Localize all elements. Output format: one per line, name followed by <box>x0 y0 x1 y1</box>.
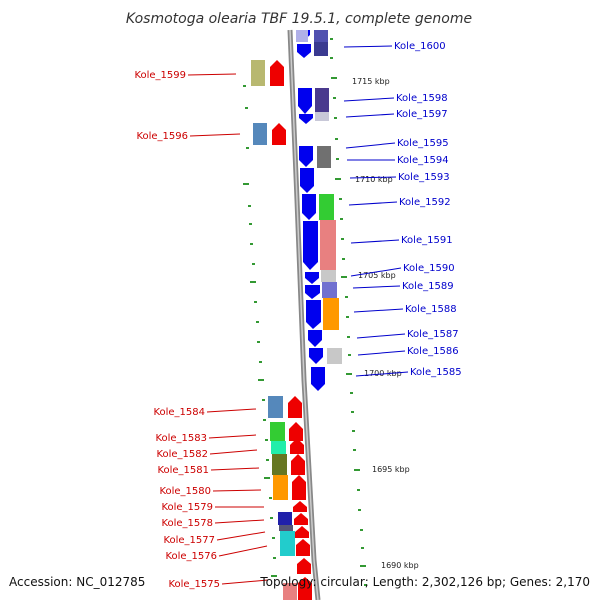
plus-strand-track <box>296 30 325 391</box>
cog-block[interactable] <box>253 123 267 145</box>
gene-label-kole-1579[interactable]: Kole_1579 <box>161 502 213 513</box>
gene-label-kole-1595[interactable]: Kole_1595 <box>397 138 449 149</box>
cog-block[interactable] <box>272 454 287 475</box>
gene-arrow-minus[interactable] <box>289 422 303 441</box>
plus-cog-track <box>296 30 342 364</box>
gene-arrow-plus[interactable] <box>299 146 313 167</box>
gene-label-kole-1576[interactable]: Kole_1576 <box>165 551 217 562</box>
cog-block[interactable] <box>279 525 293 531</box>
plus-gene-labels: Kole_1600 Kole_1598 Kole_1597 Kole_1595 … <box>343 41 462 378</box>
gene-arrow-minus[interactable] <box>292 475 306 500</box>
gene-label-kole-1597[interactable]: Kole_1597 <box>396 109 448 120</box>
cog-block[interactable] <box>278 512 292 525</box>
gene-arrow-plus[interactable] <box>298 88 312 114</box>
gene-arrow-minus[interactable] <box>288 396 302 418</box>
gene-label-kole-1585[interactable]: Kole_1585 <box>410 367 462 378</box>
gene-arrow-plus[interactable] <box>309 348 323 364</box>
gene-label-kole-1581[interactable]: Kole_1581 <box>157 465 209 476</box>
cog-block[interactable] <box>296 30 308 42</box>
gene-arrow-minus[interactable] <box>290 438 304 454</box>
gene-arrow-plus[interactable] <box>302 194 316 220</box>
genome-summary-text: Topology: circular; Length: 2,302,126 bp… <box>259 575 590 589</box>
accession-text: Accession: NC_012785 <box>9 575 145 589</box>
gene-label-kole-1588[interactable]: Kole_1588 <box>405 304 457 315</box>
gene-label-kole-1593[interactable]: Kole_1593 <box>398 172 450 183</box>
cog-block[interactable] <box>319 194 334 220</box>
gene-arrow-minus[interactable] <box>294 513 308 525</box>
cog-block[interactable] <box>315 88 329 112</box>
outer-scale-dots <box>330 38 367 586</box>
gene-label-kole-1578[interactable]: Kole_1578 <box>161 518 213 529</box>
genome-title: Kosmotoga olearia TBF 19.5.1, complete g… <box>126 11 472 27</box>
gene-arrow-minus[interactable] <box>296 539 310 556</box>
cog-block[interactable] <box>314 30 328 42</box>
gene-label-kole-1594[interactable]: Kole_1594 <box>397 155 449 166</box>
cog-block[interactable] <box>283 583 297 600</box>
gene-label-kole-1582[interactable]: Kole_1582 <box>156 449 208 460</box>
chromosome-backbone <box>287 29 321 600</box>
gene-label-kole-1599[interactable]: Kole_1599 <box>134 70 186 81</box>
cog-block[interactable] <box>273 475 288 500</box>
cog-block[interactable] <box>271 441 286 454</box>
minus-cog-track <box>251 60 297 600</box>
gene-label-kole-1592[interactable]: Kole_1592 <box>399 197 451 208</box>
gene-arrow-minus[interactable] <box>298 577 312 600</box>
gene-arrow-plus[interactable] <box>300 168 314 193</box>
scale-label-1710: 1710 kbp <box>355 175 393 184</box>
minus-strand-track <box>270 60 312 600</box>
scale-label-1715: 1715 kbp <box>352 77 390 86</box>
gene-label-kole-1577[interactable]: Kole_1577 <box>163 535 215 546</box>
gene-label-kole-1580[interactable]: Kole_1580 <box>159 486 211 497</box>
scale-label-1695: 1695 kbp <box>372 465 410 474</box>
gene-label-kole-1589[interactable]: Kole_1589 <box>402 281 454 292</box>
minus-gene-labels: Kole_1599 Kole_1596 Kole_1584 Kole_1583 … <box>134 70 269 590</box>
gene-label-kole-1598[interactable]: Kole_1598 <box>396 93 448 104</box>
gene-arrow-plus[interactable] <box>303 221 318 270</box>
gene-label-kole-1586[interactable]: Kole_1586 <box>407 346 459 357</box>
gene-arrow-plus[interactable] <box>306 300 321 329</box>
cog-block[interactable] <box>327 348 342 364</box>
scale-label-1690: 1690 kbp <box>381 561 419 570</box>
cog-block[interactable] <box>280 531 295 556</box>
gene-arrow-plus[interactable] <box>305 285 320 299</box>
inner-scale-dots <box>243 85 277 577</box>
gene-arrow-minus[interactable] <box>295 526 309 538</box>
cog-block[interactable] <box>251 60 265 86</box>
gene-arrow-plus[interactable] <box>311 367 325 391</box>
gene-arrow-plus[interactable] <box>299 114 313 124</box>
scale-labels: 1715 kbp 1710 kbp 1705 kbp 1700 kbp 1695… <box>352 77 419 570</box>
cog-block[interactable] <box>320 220 336 270</box>
gene-arrow-minus[interactable] <box>291 454 305 475</box>
gene-label-kole-1591[interactable]: Kole_1591 <box>401 235 453 246</box>
gene-label-kole-1587[interactable]: Kole_1587 <box>407 329 459 340</box>
cog-block[interactable] <box>268 396 283 418</box>
gene-arrow-plus[interactable] <box>305 272 319 284</box>
cog-block[interactable] <box>321 270 336 282</box>
gene-arrow-plus[interactable] <box>297 44 311 58</box>
gene-label-kole-1590[interactable]: Kole_1590 <box>403 263 455 274</box>
gene-label-kole-1584[interactable]: Kole_1584 <box>153 407 205 418</box>
cog-block[interactable] <box>315 112 329 121</box>
gene-arrow-minus[interactable] <box>272 123 286 145</box>
gene-label-kole-1583[interactable]: Kole_1583 <box>155 433 207 444</box>
gene-label-kole-1596[interactable]: Kole_1596 <box>136 131 188 142</box>
cog-block[interactable] <box>270 422 285 441</box>
gene-arrow-minus[interactable] <box>297 558 311 574</box>
cog-block[interactable] <box>323 298 339 330</box>
gene-arrow-minus[interactable] <box>270 60 284 86</box>
cog-block[interactable] <box>322 282 337 298</box>
gene-arrow-minus[interactable] <box>293 501 307 512</box>
cog-block[interactable] <box>317 146 331 168</box>
gene-label-kole-1575[interactable]: Kole_1575 <box>168 579 220 590</box>
gene-arrow-plus[interactable] <box>308 330 322 347</box>
scale-label-1705: 1705 kbp <box>358 271 396 280</box>
cog-block[interactable] <box>314 42 328 56</box>
gene-label-kole-1600[interactable]: Kole_1600 <box>394 41 446 52</box>
